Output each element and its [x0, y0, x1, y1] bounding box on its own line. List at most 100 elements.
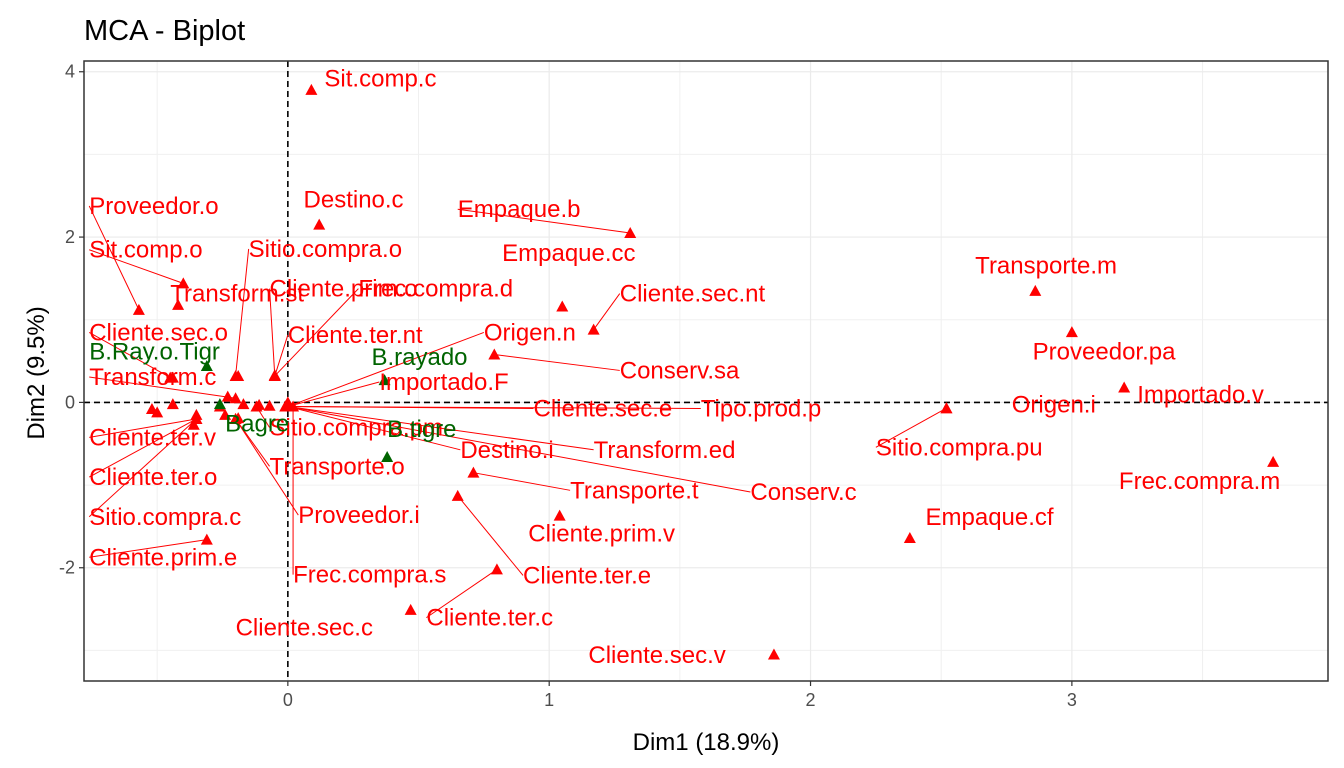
point-label: B.Ray.o.Tigr: [89, 338, 220, 365]
data-point: [177, 277, 190, 289]
label-leader-line: [89, 418, 197, 438]
data-point: [253, 398, 266, 410]
panel-background: [84, 61, 1328, 681]
label-leader-line: [88, 205, 140, 311]
y-tick-label: -2: [59, 558, 75, 578]
point-label: Cliente.sec.v: [588, 642, 725, 669]
data-point: [219, 408, 232, 420]
data-point: [624, 226, 637, 238]
label-leader-line: [88, 331, 171, 379]
point-label: Destino.i: [460, 437, 553, 464]
label-leader-line: [593, 293, 621, 330]
point-label: Origen.i: [1012, 391, 1096, 418]
label-leader-line: [88, 418, 197, 478]
data-point: [767, 648, 780, 660]
x-tick-label: 3: [1067, 690, 1077, 710]
point-label: Cliente.ter.c: [426, 605, 553, 632]
point-label: Empaque.cf: [926, 504, 1054, 531]
point-label: Cliente.prim.o: [270, 276, 418, 303]
point-label: Transform.st: [170, 281, 304, 308]
point-label: Proveedor.pa: [1033, 338, 1176, 365]
data-point: [151, 406, 164, 418]
data-point: [232, 369, 245, 381]
chart-title: MCA - Biplot: [84, 15, 245, 47]
y-tick-label: 2: [65, 227, 75, 247]
x-axis-title: Dim1 (18.9%): [633, 729, 780, 756]
label-leader-line: [287, 331, 485, 408]
data-point: [132, 303, 145, 315]
label-leader-line: [89, 249, 184, 284]
point-label: Cliente.prim.e: [89, 544, 237, 571]
point-label: Conserv.sa: [620, 357, 740, 384]
y-tick-label: 4: [65, 62, 75, 82]
label-leader-line: [89, 539, 207, 558]
point-label: Empaque.b: [458, 196, 581, 223]
point-label: Origen.n: [484, 319, 576, 346]
point-label: Transporte.m: [975, 252, 1117, 279]
data-point: [305, 83, 318, 95]
data-point: [213, 398, 226, 410]
label-leader-line: [274, 288, 359, 377]
data-point: [172, 298, 185, 310]
point-label: Transporte.o: [270, 453, 405, 480]
data-point: [381, 450, 394, 462]
point-label: Destino.c: [304, 186, 404, 213]
data-point: [467, 466, 480, 478]
data-point: [200, 533, 213, 545]
label-leader-line: [287, 381, 380, 408]
data-point: [378, 374, 391, 386]
point-label: B.tigre: [387, 416, 456, 443]
label-leader-line: [269, 288, 276, 376]
data-point: [903, 531, 916, 543]
point-label: Sitio.compra.c: [89, 504, 241, 531]
point-label: Importado.F: [379, 369, 508, 396]
point-label: Tipo.prod.p: [701, 395, 822, 422]
point-label: Importado.v: [1137, 381, 1264, 408]
label-leader-line: [287, 406, 534, 409]
point-label: Frec.compra.m: [1119, 468, 1280, 495]
point-label: Sit.comp.c: [324, 66, 436, 93]
point-label: Frec.compra.d: [358, 276, 513, 303]
data-point: [490, 563, 503, 575]
data-point: [166, 398, 179, 410]
data-point: [313, 218, 326, 230]
point-label: B.rayado: [371, 344, 467, 371]
label-leader-line: [457, 495, 524, 576]
data-point: [166, 371, 179, 383]
data-point: [556, 300, 569, 312]
label-leader-line: [274, 334, 289, 377]
point-label: Sitio.compra.pm: [270, 414, 443, 441]
data-point: [232, 412, 245, 424]
y-tick-label: 0: [65, 392, 75, 412]
point-label: Sit.comp.o: [89, 237, 202, 264]
data-point: [587, 323, 600, 335]
point-label: Cliente.sec.e: [534, 395, 673, 422]
point-label: Bagre: [225, 410, 289, 437]
point-label: Cliente.sec.nt: [620, 281, 766, 308]
label-leader-line: [89, 376, 236, 399]
data-point: [221, 390, 234, 402]
data-point: [553, 509, 566, 521]
point-label: Cliente.sec.c: [236, 615, 373, 642]
label-leader-line: [494, 353, 620, 371]
point-label: Cliente.prim.v: [528, 520, 675, 547]
point-label: Conserv.c: [750, 479, 856, 506]
point-label: Proveedor.i: [298, 502, 419, 529]
point-label: Sitio.compra.pu: [876, 434, 1043, 461]
point-label: Cliente.ter.nt: [288, 322, 423, 349]
point-label: Frec.compra.s: [293, 562, 446, 589]
data-point: [451, 489, 464, 501]
data-point: [1118, 381, 1131, 393]
data-point: [940, 402, 953, 414]
panel-border: [83, 60, 1329, 682]
plot-panel: Sit.comp.c Destino.c Empaque.b Empaque.cc Cl…: [59, 60, 1329, 710]
y-axis-title: Dim2 (9.5%): [23, 306, 50, 439]
point-label: Cliente.ter.o: [89, 464, 217, 491]
data-point: [200, 360, 213, 372]
point-label: Cliente.ter.e: [523, 562, 651, 589]
data-point: [281, 396, 294, 408]
data-point: [488, 348, 501, 360]
label-leader-line: [287, 406, 594, 451]
label-leader-line: [287, 406, 461, 451]
